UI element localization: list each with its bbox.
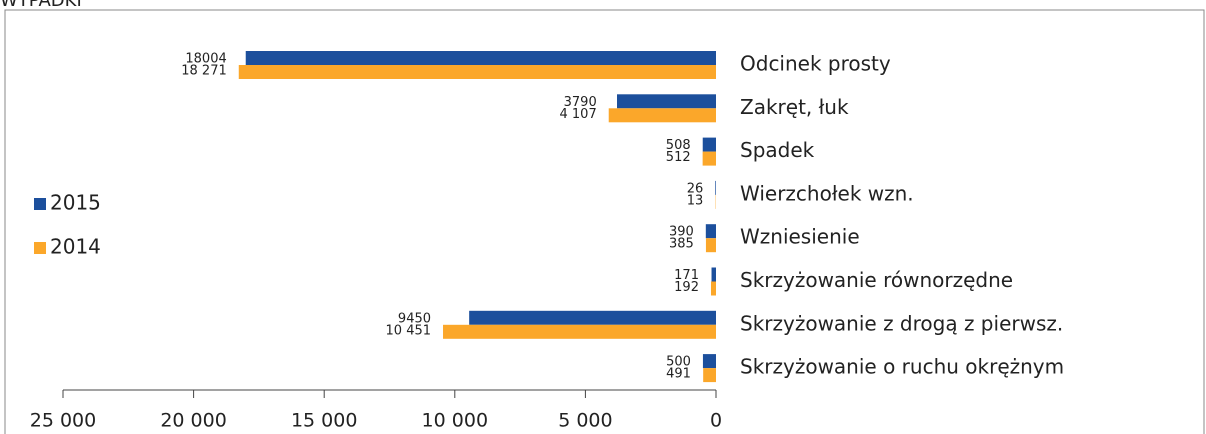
legend-swatch bbox=[34, 242, 46, 254]
value-label: 26 bbox=[687, 181, 704, 196]
bar bbox=[702, 151, 716, 166]
value-label: 4 107 bbox=[560, 107, 597, 122]
bar bbox=[469, 310, 716, 325]
value-label: 10 451 bbox=[386, 323, 432, 338]
category-label: Skrzyżowanie równorzędne bbox=[740, 268, 1013, 292]
value-label: 508 bbox=[666, 138, 691, 153]
category-label: Wierzchołek wzn. bbox=[740, 181, 914, 205]
x-tick-label: 20 000 bbox=[160, 410, 226, 432]
value-label: 512 bbox=[666, 150, 691, 165]
frame bbox=[4, 9, 1205, 434]
bar bbox=[705, 224, 716, 239]
x-tick-label: 25 000 bbox=[30, 410, 96, 432]
bar bbox=[702, 354, 716, 369]
value-label: 491 bbox=[666, 367, 691, 382]
legend-label: 2014 bbox=[50, 235, 101, 259]
value-label: 192 bbox=[674, 280, 699, 295]
legend-label: 2015 bbox=[50, 191, 101, 215]
x-tick-label: 5 000 bbox=[558, 410, 612, 432]
value-label: 18004 bbox=[185, 52, 226, 67]
bar bbox=[443, 324, 716, 339]
bar bbox=[245, 51, 716, 65]
category-label: Skrzyżowanie o ruchu okrężnym bbox=[740, 355, 1064, 379]
bar bbox=[617, 94, 716, 109]
value-label: 171 bbox=[674, 268, 699, 283]
bar bbox=[238, 65, 716, 79]
x-tick-label: 15 000 bbox=[291, 410, 357, 432]
value-label: 385 bbox=[669, 237, 694, 252]
chart-title: WYPADKI bbox=[0, 0, 82, 11]
value-label: 13 bbox=[687, 193, 704, 208]
category-label: Odcinek prosty bbox=[740, 52, 891, 76]
bar bbox=[705, 238, 716, 253]
value-label: 390 bbox=[669, 225, 694, 240]
category-label: Wzniesienie bbox=[740, 225, 860, 249]
value-label: 500 bbox=[666, 355, 691, 370]
category-label: Zakręt, łuk bbox=[740, 95, 849, 119]
bar bbox=[710, 281, 716, 296]
value-label: 9450 bbox=[398, 311, 431, 326]
category-label: Spadek bbox=[740, 138, 815, 162]
bar bbox=[703, 368, 716, 383]
x-tick-label: 10 000 bbox=[422, 410, 488, 432]
category-label: Skrzyżowanie z drogą z pierwsz. bbox=[740, 311, 1063, 335]
value-label: 3790 bbox=[564, 95, 597, 110]
x-tick-label: 0 bbox=[710, 410, 722, 432]
bar bbox=[702, 137, 716, 152]
value-label: 18 271 bbox=[181, 64, 227, 79]
bar bbox=[711, 267, 716, 282]
legend-swatch bbox=[34, 198, 46, 210]
bar bbox=[608, 108, 716, 123]
bar bbox=[715, 180, 716, 195]
